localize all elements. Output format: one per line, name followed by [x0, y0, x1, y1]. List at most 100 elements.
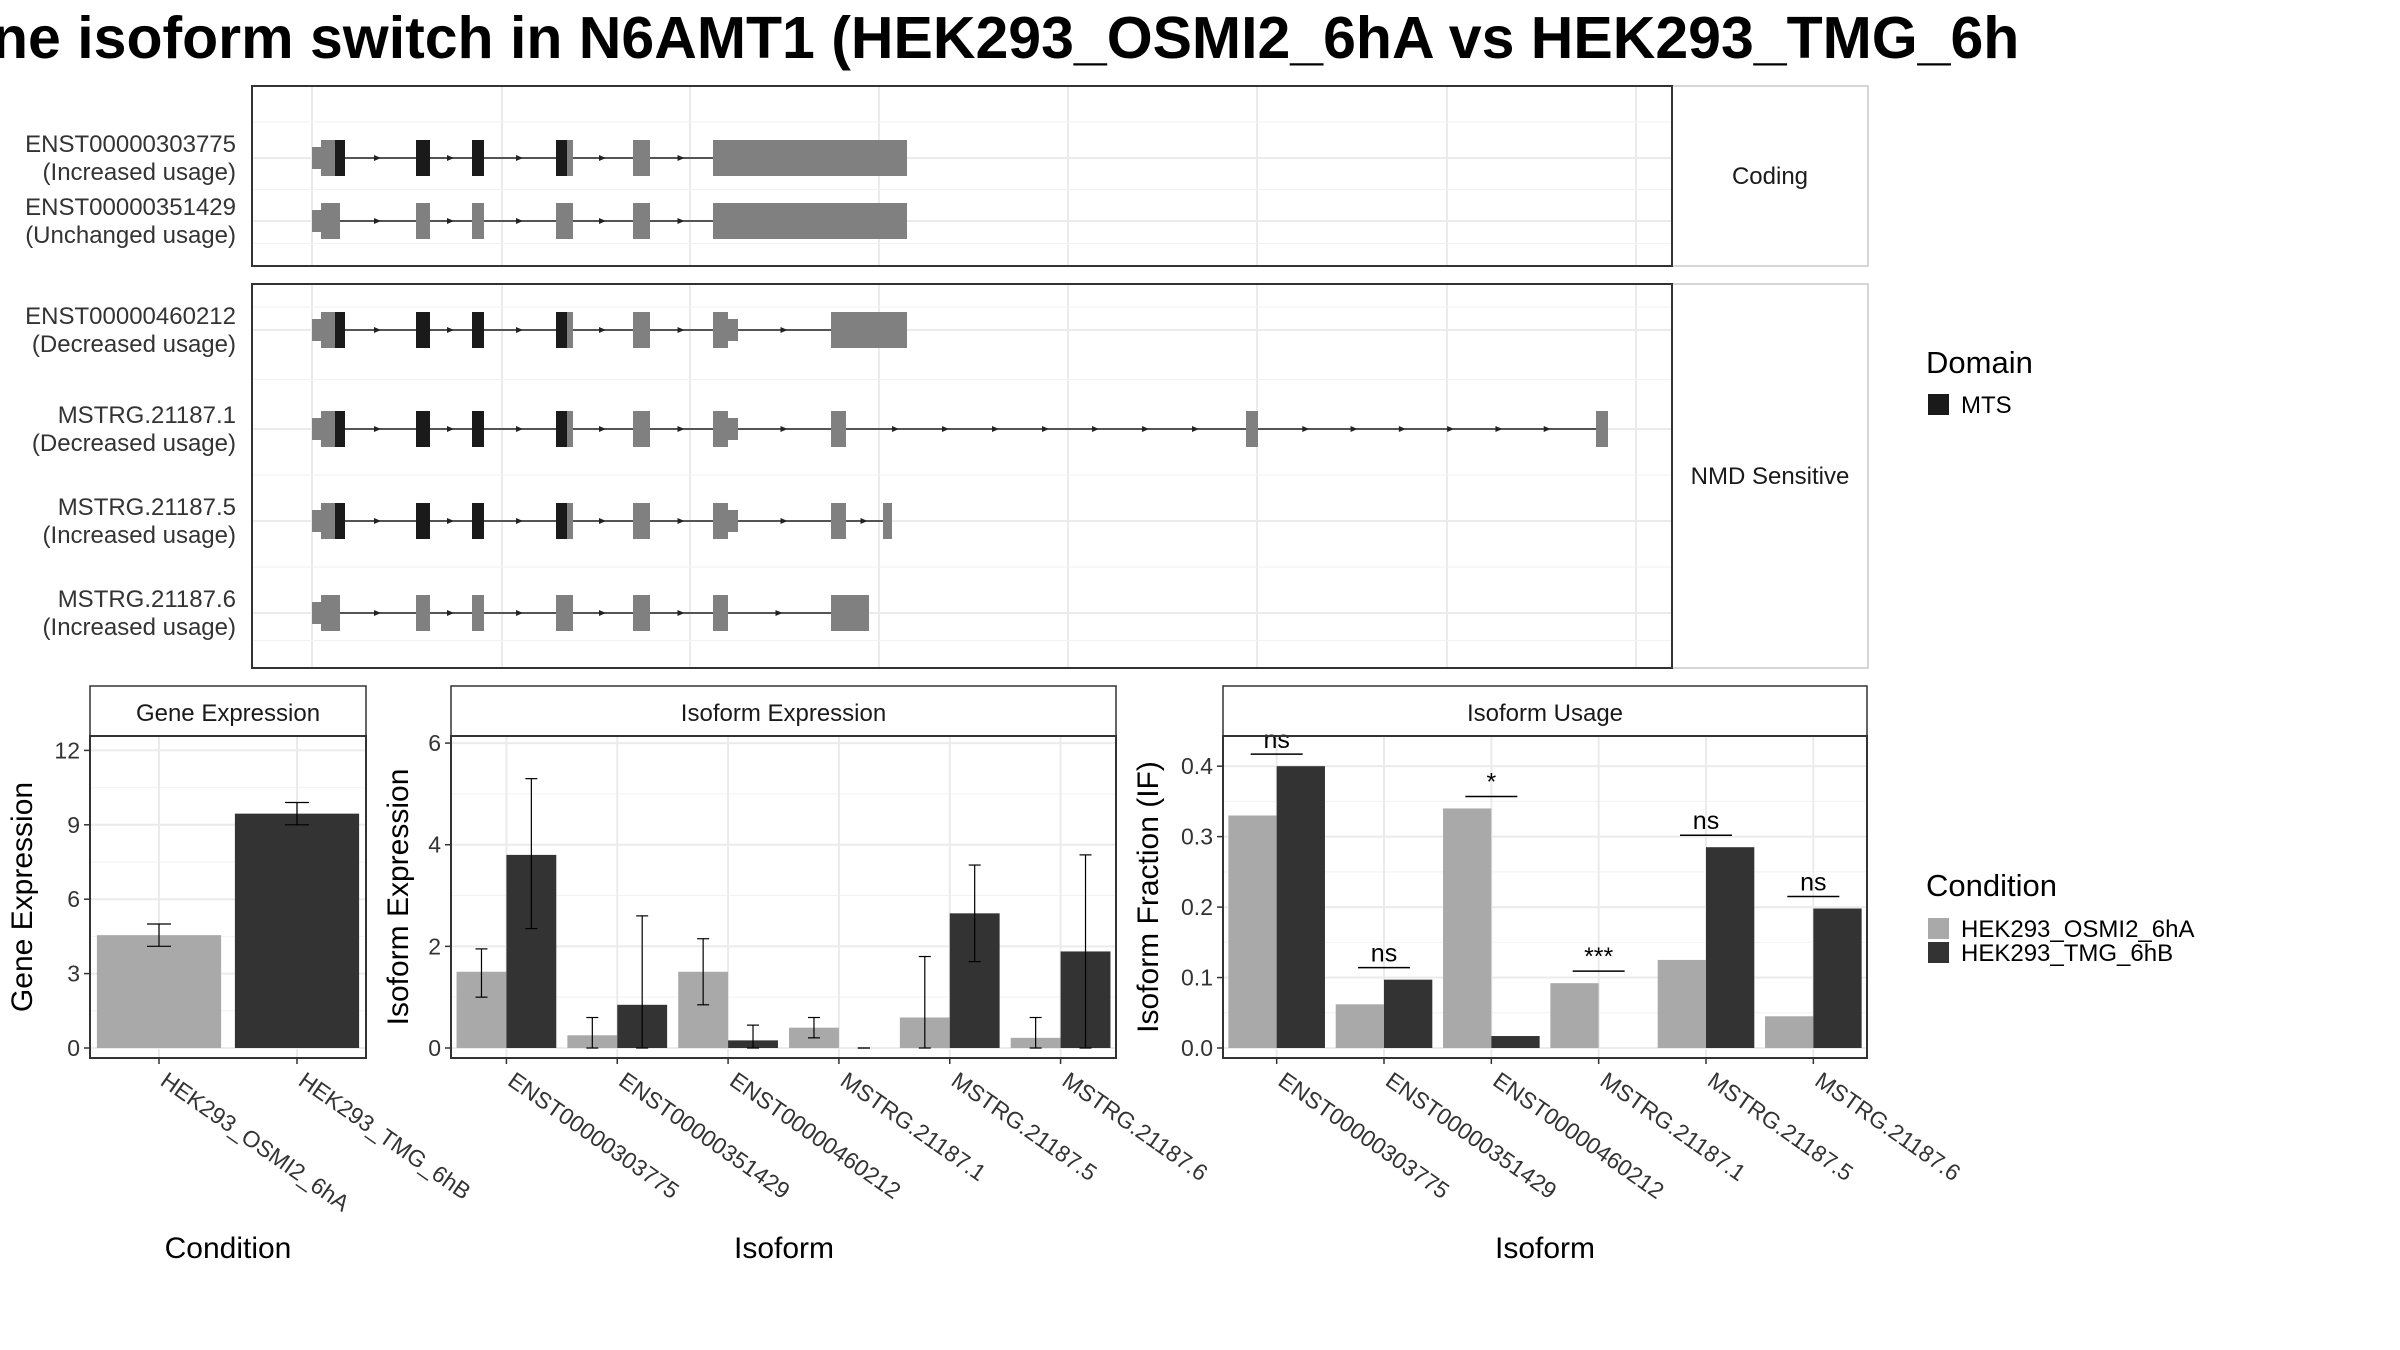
bar-ENST00000351429-0	[1335, 1004, 1384, 1048]
figure-title: ne isoform switch in N6AMT1 (HEK293_OSMI…	[0, 5, 2019, 71]
mts-domain	[416, 503, 430, 539]
exon	[831, 503, 846, 539]
mts-domain	[556, 411, 567, 447]
exon-utr	[312, 602, 322, 624]
exon-utr	[312, 147, 322, 169]
intron-arrow	[599, 327, 606, 333]
y-tick-label: 0.1	[1181, 965, 1213, 991]
transcript-id-label: MSTRG.21187.6	[58, 586, 236, 613]
exon	[556, 595, 573, 631]
intron-arrow	[599, 518, 606, 524]
intron-arrow	[1447, 426, 1455, 432]
exon-utr	[312, 418, 322, 440]
intron-arrow	[1543, 426, 1551, 432]
exon	[831, 411, 846, 447]
x-axis-title: Isoform	[1495, 1232, 1595, 1265]
intron-arrow	[942, 426, 949, 432]
exon	[633, 411, 650, 447]
exon	[556, 203, 573, 239]
bar-chart-panels: Gene Expression036912HEK293_OSMI2_6hAHEK…	[6, 685, 1965, 1265]
structure-strip	[1671, 283, 1869, 669]
chart-strip	[89, 685, 367, 737]
exon	[728, 140, 907, 176]
structure-strip	[1671, 85, 1869, 267]
chart-border	[450, 735, 1117, 1059]
x-tick-label: ENST00000303775	[1274, 1067, 1454, 1204]
mts-domain	[335, 312, 345, 348]
intron-arrow	[677, 426, 685, 432]
intron-arrow	[374, 518, 381, 524]
chart-title: Isoform Expression	[681, 700, 886, 727]
intron-arrow	[1192, 426, 1199, 432]
exon-utr	[312, 319, 322, 341]
mts-domain	[472, 140, 484, 176]
intron-arrow	[599, 155, 606, 161]
y-axis-title: Isoform Expression	[382, 769, 415, 1026]
chart-border	[89, 735, 367, 1059]
domain-legend-title: Domain	[1926, 345, 2033, 380]
intron-arrow	[892, 426, 899, 432]
intron-arrow	[599, 426, 606, 432]
mts-domain	[556, 140, 567, 176]
mts-domain	[335, 140, 345, 176]
exon	[831, 312, 907, 348]
bar-MSTRG.21187.5-1	[1706, 847, 1755, 1048]
exon	[713, 411, 728, 447]
y-tick-label: 0.4	[1181, 753, 1213, 779]
intron-arrow	[780, 327, 788, 333]
intron-arrow	[447, 518, 454, 524]
intron-arrow	[1495, 426, 1503, 432]
mts-domain	[335, 503, 345, 539]
y-tick-label: 6	[67, 886, 80, 912]
y-tick-label: 9	[67, 812, 80, 838]
transcript-ENST00000351429: ENST00000351429(Unchanged usage)	[25, 194, 907, 249]
exon	[713, 140, 728, 176]
intron-arrow	[447, 327, 454, 333]
exon	[728, 319, 738, 341]
y-tick-label: 0	[67, 1035, 80, 1061]
chart-strip	[450, 685, 1117, 737]
y-tick-label: 0.0	[1181, 1035, 1213, 1061]
chart-strip	[1222, 685, 1868, 737]
legends: Domain MTS Condition HEK293_OSMI2_6hA HE…	[1926, 345, 2194, 967]
significance-label: ns	[1371, 940, 1397, 968]
bar-ENST00000303775-1	[1276, 766, 1325, 1048]
transcript-ENST00000460212: ENST00000460212(Decreased usage)	[25, 303, 907, 358]
intron-arrow	[677, 518, 685, 524]
transcript-id-label: ENST00000351429	[25, 194, 236, 221]
intron-arrow	[516, 610, 523, 616]
transcript-usage-label: (Increased usage)	[43, 614, 236, 641]
intron-arrow	[1142, 426, 1149, 432]
y-axis-title: Isoform Fraction (IF)	[1132, 761, 1165, 1033]
exon	[633, 203, 650, 239]
intron-arrow	[516, 327, 523, 333]
intron-arrow	[447, 610, 454, 616]
chart-title: Isoform Usage	[1467, 700, 1623, 727]
intron-arrow	[1092, 426, 1099, 432]
y-tick-label: 0.3	[1181, 824, 1213, 850]
intron-arrow	[447, 155, 454, 161]
mts-domain	[556, 503, 567, 539]
intron-arrow	[447, 426, 454, 432]
condition-legend-label-a: HEK293_OSMI2_6hA	[1961, 916, 2194, 943]
transcript-usage-label: (Increased usage)	[43, 159, 236, 186]
exon	[1596, 411, 1608, 447]
exon	[728, 203, 907, 239]
significance-label: ***	[1584, 943, 1613, 971]
exon	[1246, 411, 1258, 447]
y-tick-label: 12	[54, 737, 80, 763]
y-tick-label: 3	[67, 961, 80, 987]
x-tick-label: ENST00000460212	[1488, 1067, 1668, 1204]
bar-MSTRG.21187.1-0	[1550, 983, 1599, 1048]
chart-title: Gene Expression	[136, 700, 320, 727]
condition-legend-title: Condition	[1926, 868, 2057, 903]
bar-ENST00000351429-1	[1384, 979, 1433, 1048]
transcript-usage-label: (Decreased usage)	[32, 430, 236, 457]
intron-arrow	[677, 218, 685, 224]
structure-strip-label: Coding	[1732, 163, 1808, 190]
intron-arrow	[374, 610, 381, 616]
exon	[321, 595, 340, 631]
intron-arrow	[516, 155, 523, 161]
intron-arrow	[447, 218, 454, 224]
